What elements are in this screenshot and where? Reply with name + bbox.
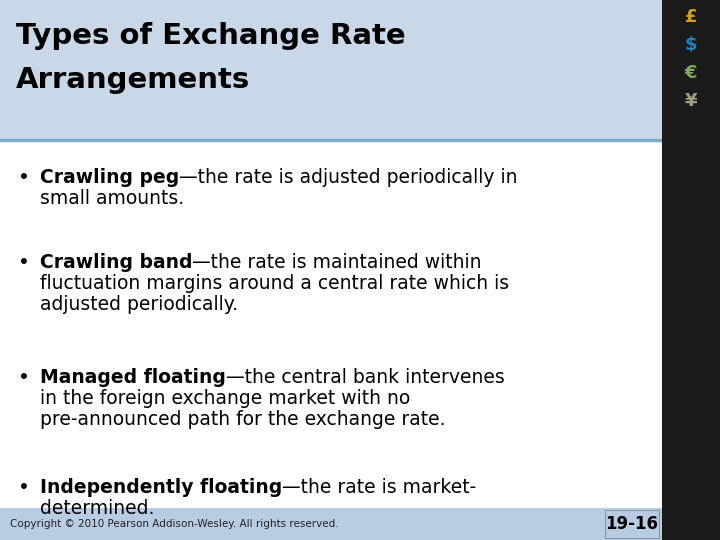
Bar	[662, 0, 720, 540]
Text: Crawling peg: Crawling peg	[40, 168, 179, 187]
Text: pre-announced path for the exchange rate.: pre-announced path for the exchange rate…	[40, 410, 446, 429]
Text: in the foreign exchange market with no: in the foreign exchange market with no	[40, 389, 410, 408]
Text: —the rate is adjusted periodically in: —the rate is adjusted periodically in	[179, 168, 518, 187]
Text: —the central bank intervenes: —the central bank intervenes	[226, 368, 505, 387]
Text: •: •	[18, 253, 30, 272]
Text: small amounts.: small amounts.	[40, 189, 184, 208]
Text: 19-16: 19-16	[606, 515, 659, 533]
Text: •: •	[18, 168, 30, 187]
Bar	[0, 0, 662, 140]
Bar	[0, 140, 662, 508]
Text: £: £	[685, 8, 697, 26]
Text: Types of Exchange Rate: Types of Exchange Rate	[16, 22, 405, 50]
Text: Independently floating: Independently floating	[40, 478, 282, 497]
Text: Copyright © 2010 Pearson Addison-Wesley. All rights reserved.: Copyright © 2010 Pearson Addison-Wesley.…	[10, 519, 338, 529]
Text: Crawling band: Crawling band	[40, 253, 192, 272]
Text: ¥: ¥	[685, 92, 697, 110]
Text: —the rate is maintained within: —the rate is maintained within	[192, 253, 482, 272]
Text: $: $	[685, 36, 697, 54]
Text: Managed floating: Managed floating	[40, 368, 226, 387]
Bar	[605, 510, 659, 538]
Text: fluctuation margins around a central rate which is: fluctuation margins around a central rat…	[40, 274, 509, 293]
Text: determined.: determined.	[40, 499, 154, 518]
Text: Arrangements: Arrangements	[16, 66, 251, 94]
Text: €: €	[685, 64, 697, 82]
Bar	[0, 508, 720, 540]
Text: •: •	[18, 478, 30, 497]
Text: adjusted periodically.: adjusted periodically.	[40, 295, 238, 314]
Text: •: •	[18, 368, 30, 387]
Text: —the rate is market-: —the rate is market-	[282, 478, 477, 497]
